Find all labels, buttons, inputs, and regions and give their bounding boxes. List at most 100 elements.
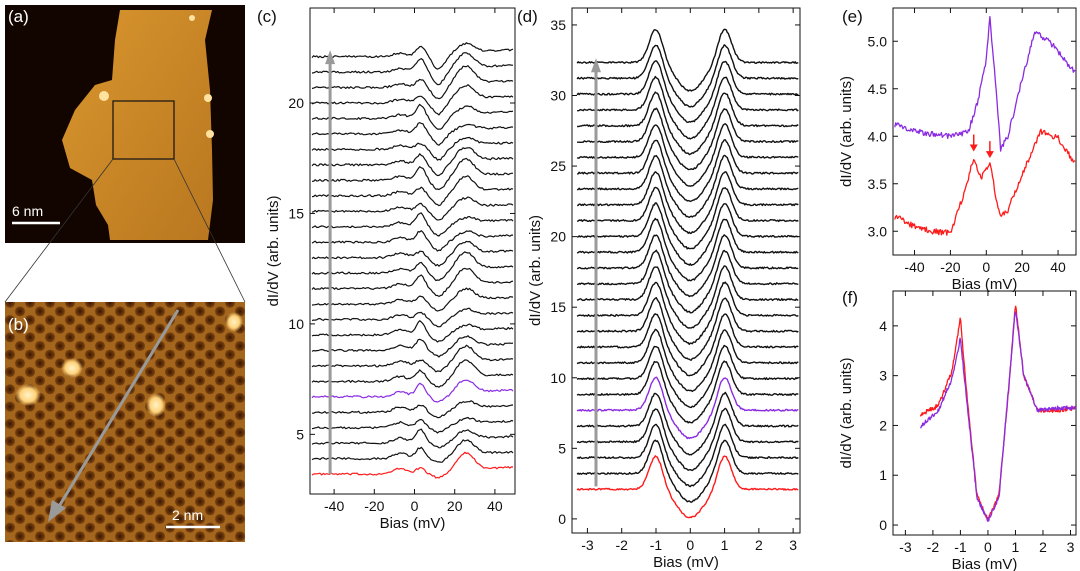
y-tick-label-d: 0 [558, 511, 566, 527]
spectrum-d [576, 439, 799, 503]
spectrum-d [577, 123, 799, 187]
linecut-arrowhead-b [48, 500, 66, 522]
spectrum-c [311, 267, 514, 297]
spectrum-d [576, 234, 799, 298]
y-tick-label-f: 2 [879, 417, 887, 433]
adatom [204, 94, 212, 102]
x-tick-label-e: 20 [1014, 259, 1030, 275]
spectrum-d [576, 186, 799, 250]
spectrum-c [311, 212, 514, 237]
x-tick-label-e: 0 [982, 259, 990, 275]
x-tick-label-d: -2 [615, 537, 628, 553]
y-axis-label-c: dI/dV (arb. units) [265, 196, 282, 307]
spectrum-c [311, 307, 514, 328]
spectrum-d [576, 202, 799, 266]
x-axis-label-e: Bias (mV) [952, 276, 1018, 293]
bright-defect [225, 312, 243, 332]
y-tick-label-e: 5.0 [868, 33, 888, 49]
spectrum-c [311, 103, 514, 130]
spectrum-c [311, 136, 514, 161]
panel-label-b: (b) [8, 315, 29, 334]
y-tick-label-c: 20 [288, 95, 304, 111]
spectrum-d [577, 107, 799, 171]
spectrum-d [576, 423, 799, 488]
y-tick-label-c: 5 [296, 426, 304, 442]
spectrum-f-purple [919, 311, 1077, 522]
bright-defect [15, 384, 41, 406]
x-tick-label-d: -1 [650, 537, 663, 553]
panel-label-f: (f) [842, 288, 858, 307]
zoom-line-right [173, 158, 246, 303]
bright-defect [146, 393, 166, 417]
spectrum-c [312, 400, 514, 419]
y-tick-label-f: 0 [879, 517, 887, 533]
spectrum-c [311, 175, 514, 207]
spectrum-c [312, 157, 514, 191]
x-tick-label-c: 0 [411, 498, 419, 514]
panel-label-d: (d) [517, 7, 538, 26]
spectrum-d [576, 391, 799, 456]
x-tick-label-c: 20 [447, 498, 463, 514]
stm-image-b [5, 302, 245, 542]
panel-label-a: (a) [8, 7, 29, 26]
evolution-arrow-c-head [325, 50, 336, 65]
spectrum-c [311, 122, 514, 146]
x-tick-label-f: 1 [1012, 539, 1020, 555]
x-tick-label-d: 1 [721, 537, 729, 553]
spectrum-d [576, 60, 799, 123]
spectrum-e-purple [894, 15, 1076, 152]
x-tick-label-f: 3 [1067, 539, 1075, 555]
x-tick-label-e: -40 [904, 259, 924, 275]
linecut-arrow-b [56, 309, 180, 509]
y-axis-label-d: dI/dV (arb. units) [527, 215, 544, 326]
y-tick-label-d: 20 [550, 229, 566, 245]
spectrum-d [576, 249, 799, 314]
x-axis-label-c: Bias (mV) [380, 515, 446, 532]
x-tick-label-c: 40 [487, 498, 503, 514]
y-tick-label-d: 5 [558, 440, 566, 456]
panel-label-e: (e) [842, 7, 863, 26]
stm-island [62, 10, 213, 240]
adatom [206, 130, 214, 138]
spectrum-d [576, 328, 799, 393]
scale-bar-b-label: 2 nm [172, 507, 203, 523]
x-tick-label-f: -3 [899, 539, 912, 555]
panel-label-c: (c) [257, 7, 277, 26]
x-tick-label-e: 40 [1050, 259, 1066, 275]
spectrum-d [576, 171, 799, 235]
y-tick-label-d: 15 [550, 299, 566, 315]
plot-frame-d [571, 7, 801, 534]
spectrum-d [576, 297, 799, 361]
spectrum-d [577, 139, 799, 203]
spectrum-c [311, 451, 514, 479]
y-tick-label-e: 4.0 [868, 128, 888, 144]
y-tick-label-e: 3.0 [868, 223, 888, 239]
spectrum-c [311, 196, 514, 221]
y-tick-label-e: 3.5 [868, 176, 888, 192]
spectrum-c [311, 147, 514, 177]
y-axis-label-e: dI/dV (arb. units) [838, 76, 855, 187]
spectrum-d [576, 344, 799, 409]
x-tick-label-f: 0 [984, 539, 992, 555]
spectrum-d [576, 360, 799, 424]
panel-a: 6 nm (a) [5, 5, 245, 243]
panel-b: 2 nm (b) [5, 302, 245, 542]
spectrum-c [311, 439, 514, 463]
x-tick-label-f: 2 [1039, 539, 1047, 555]
spectrum-d [576, 217, 799, 282]
spectrum-c [311, 52, 514, 86]
spectrum-d [576, 265, 799, 329]
adatom [189, 15, 195, 21]
spectrum-d [577, 75, 799, 140]
x-tick-label-e: -20 [940, 259, 960, 275]
spectrum-c [311, 287, 514, 312]
plot-frame-f [892, 290, 1077, 536]
x-tick-label-d: 0 [686, 537, 694, 553]
x-tick-label-f: -1 [954, 539, 967, 555]
spectrum-c [311, 428, 514, 449]
x-tick-label-d: 3 [789, 537, 797, 553]
y-axis-label-f: dI/dV (arb. units) [838, 358, 855, 469]
